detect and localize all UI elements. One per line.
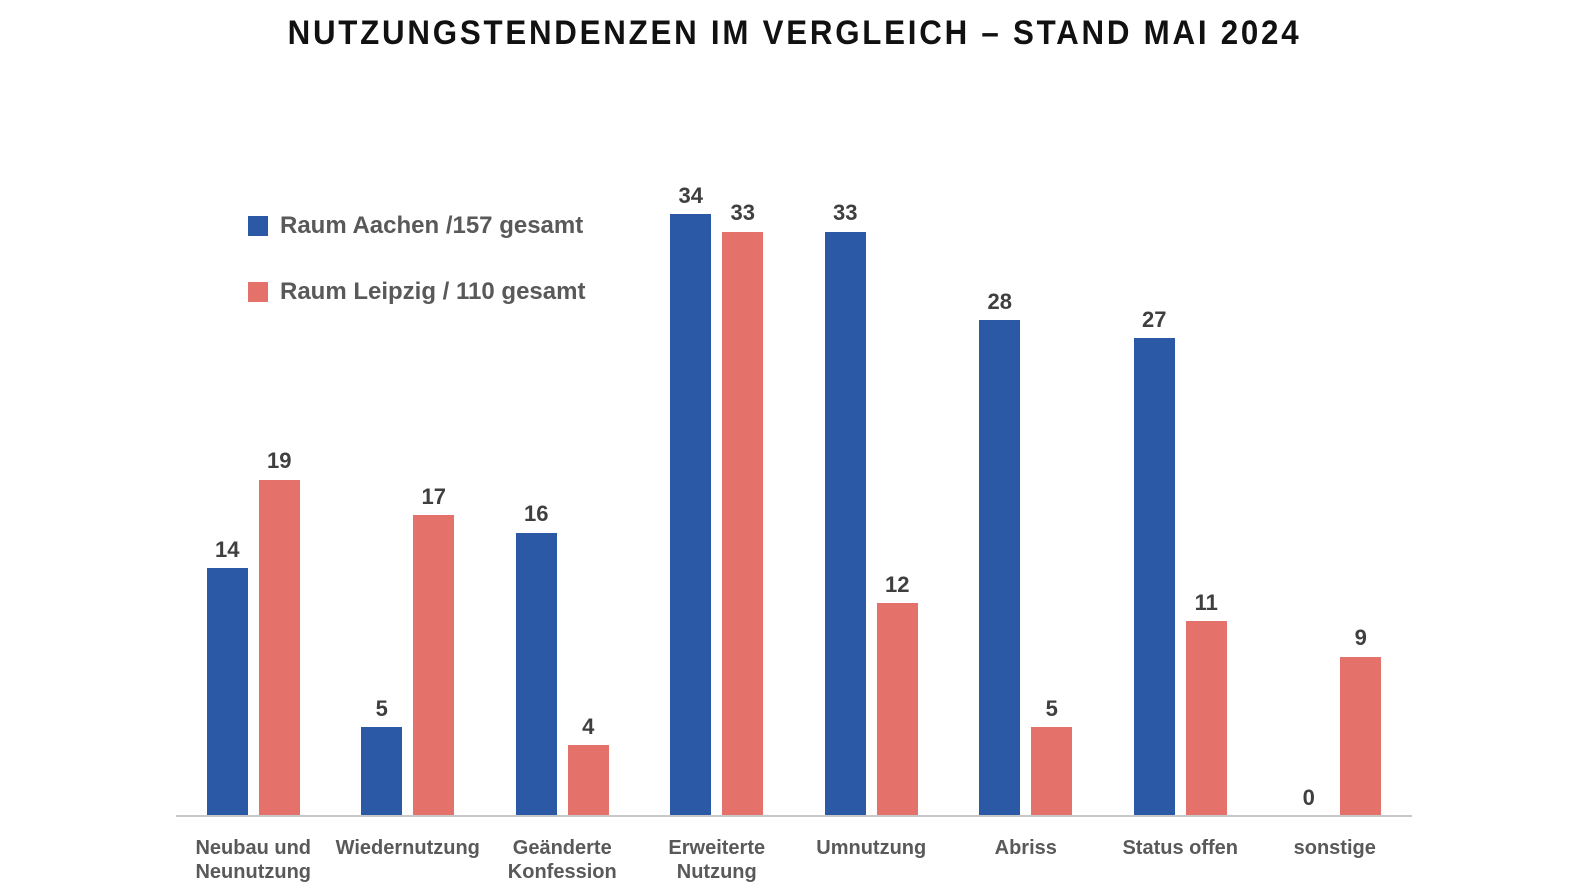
category-group-2: 5 17 Wiedernutzung [331,166,486,859]
value-label-leipzig-2: 17 [421,483,446,509]
legend-swatch-leipzig [248,282,268,302]
value-label-aachen-4: 34 [678,182,703,208]
bar-leipzig-7 [1185,621,1227,816]
bar-leipzig-1 [258,479,300,816]
category-group-8: 0 9 sonstige [1258,166,1413,859]
category-label-1: Neubau und Neunutzung [195,837,312,883]
category-group-7: 27 11 Status offen [1103,166,1258,859]
value-label-leipzig-5: 12 [885,572,910,598]
value-label-aachen-8: 0 [1302,784,1315,810]
category-label-5: Umnutzung [816,837,927,859]
chart-title: NUTZUNGSTENDENZEN IM VERGLEICH – STAND M… [287,14,1302,52]
category-group-5: 33 12 Umnutzung [794,166,949,859]
legend-label-aachen: Raum Aachen /157 gesamt [280,212,584,239]
bar-leipzig-8 [1340,656,1382,816]
value-label-aachen-3: 16 [524,501,549,527]
plot-area: 14 19 Neubau und Neunutzung 5 17 Wiedernutzun… [176,166,1413,883]
legend-swatch-aachen [248,216,268,236]
category-group-1: 14 19 Neubau und Neunutzung [176,166,331,883]
bar-leipzig-3 [567,745,609,816]
legend-item-leipzig: Raum Leipzig / 110 gesamt [248,278,585,306]
bar-aachen-5 [824,231,866,816]
category-label-8: sonstige [1293,837,1376,859]
value-label-leipzig-1: 19 [267,448,292,474]
legend-label-leipzig: Raum Leipzig / 110 gesamt [280,278,586,305]
value-label-leipzig-7: 11 [1194,590,1218,615]
category-label-3: Geänderte Konfession [507,837,617,883]
bar-aachen-2 [361,727,403,816]
value-label-aachen-6: 28 [987,288,1012,314]
value-label-leipzig-3: 4 [582,713,595,739]
bar-leipzig-5 [876,603,918,816]
category-group-4: 34 33 Erweiterte Nutzung [640,166,795,883]
bar-leipzig-6 [1031,727,1073,816]
bar-aachen-3 [515,532,557,816]
category-label-6: Abriss [994,837,1057,859]
x-axis-line [176,815,1412,817]
value-label-aachen-2: 5 [375,696,388,722]
value-label-aachen-1: 14 [215,536,240,562]
value-label-aachen-7: 27 [1142,306,1167,332]
category-label-4: Erweiterte Nutzung [668,837,766,883]
bar-aachen-6 [979,320,1021,816]
category-label-7: Status offen [1122,837,1239,859]
bar-leipzig-2 [413,514,455,816]
category-group-3: 16 4 Geänderte Konfession [485,166,640,883]
value-label-leipzig-6: 5 [1045,696,1058,722]
legend-item-aachen: Raum Aachen /157 gesamt [248,212,585,240]
category-group-6: 28 5 Abriss [949,166,1104,859]
bar-aachen-4 [670,213,712,816]
value-label-leipzig-4: 33 [730,200,755,226]
bar-aachen-7 [1133,337,1175,816]
legend: Raum Aachen /157 gesamt Raum Leipzig / 1… [248,212,585,306]
category-label-2: Wiedernutzung [335,837,480,859]
bar-leipzig-4 [722,231,764,816]
value-label-leipzig-8: 9 [1354,625,1367,651]
value-label-aachen-5: 33 [833,200,858,226]
bar-aachen-1 [206,568,248,816]
